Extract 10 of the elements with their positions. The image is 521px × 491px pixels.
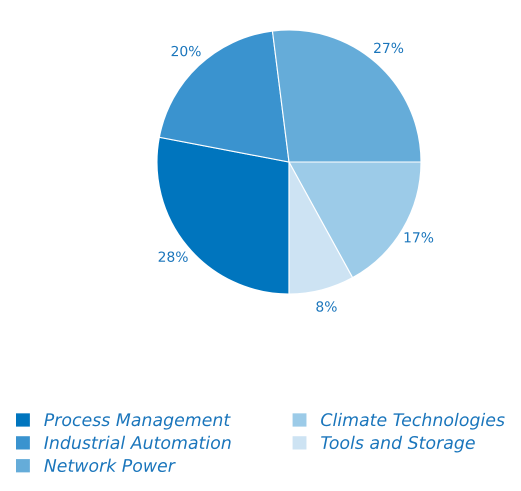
data-label: 8% [316, 301, 337, 312]
legend-label: Network Power [44, 458, 176, 472]
legend-label: Industrial Automation [44, 436, 231, 450]
legend-label: Process Management [44, 413, 231, 430]
data-label: 27% [374, 42, 404, 54]
legend-label: Climate Technologies [321, 412, 505, 430]
data-label: 20% [172, 46, 201, 56]
data-label: 17% [404, 232, 434, 243]
legend-label: Tools and Storage [321, 436, 475, 452]
data-label: 28% [158, 251, 188, 262]
